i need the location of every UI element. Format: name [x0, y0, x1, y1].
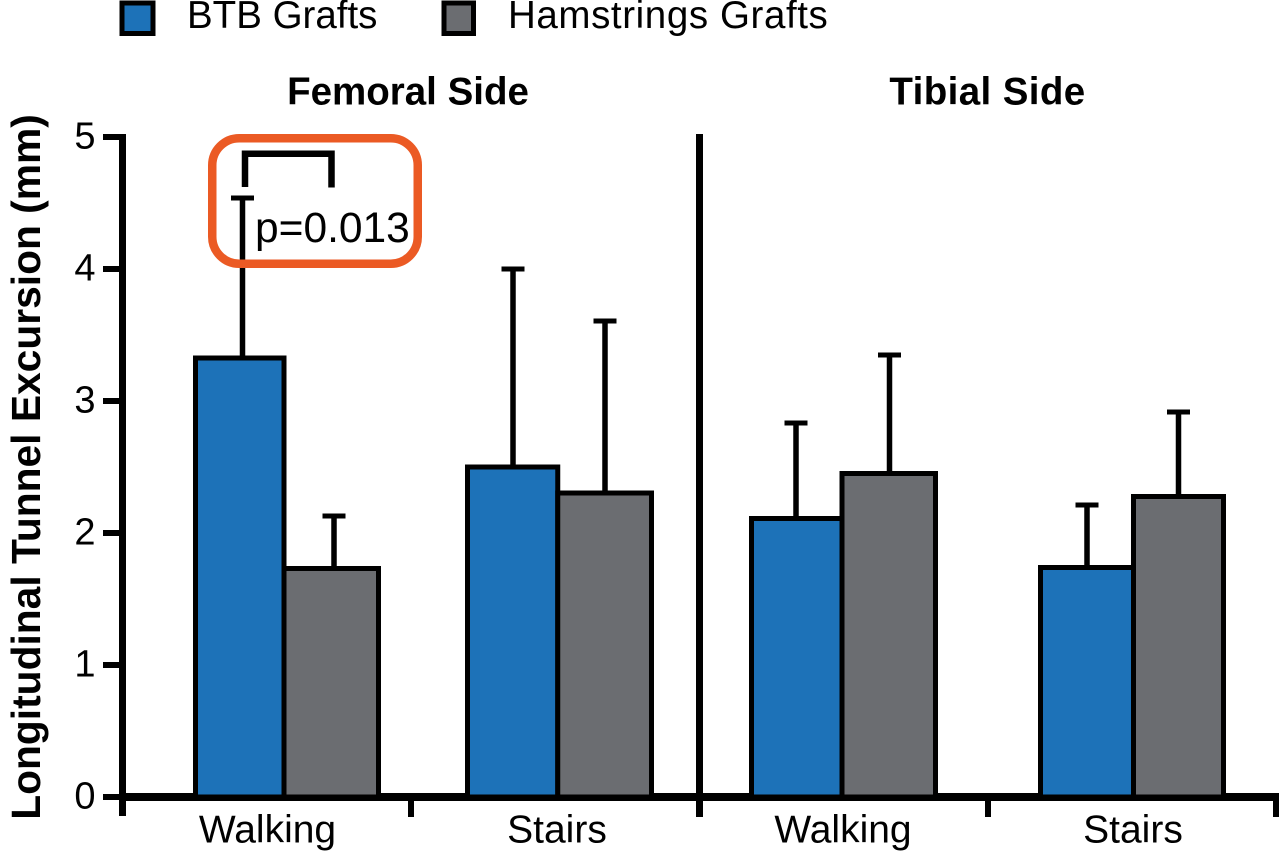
svg-text:Stairs: Stairs: [1083, 809, 1183, 852]
svg-text:1: 1: [74, 644, 95, 686]
svg-text:Hamstrings Grafts: Hamstrings Grafts: [508, 0, 828, 37]
svg-text:p=0.013: p=0.013: [255, 205, 410, 252]
svg-text:5: 5: [74, 116, 95, 158]
svg-text:Longitudinal Tunnel Excursion: Longitudinal Tunnel Excursion (mm): [3, 114, 49, 820]
svg-text:0: 0: [74, 776, 95, 818]
svg-text:Tibial Side: Tibial Side: [889, 71, 1085, 114]
svg-text:4: 4: [74, 248, 95, 290]
svg-text:BTB Grafts: BTB Grafts: [187, 0, 377, 37]
svg-text:Stairs: Stairs: [507, 809, 607, 852]
svg-text:Walking: Walking: [199, 809, 336, 852]
svg-text:Femoral Side: Femoral Side: [287, 71, 529, 114]
svg-text:Walking: Walking: [774, 809, 911, 852]
svg-text:2: 2: [74, 512, 95, 554]
svg-text:3: 3: [74, 380, 95, 422]
